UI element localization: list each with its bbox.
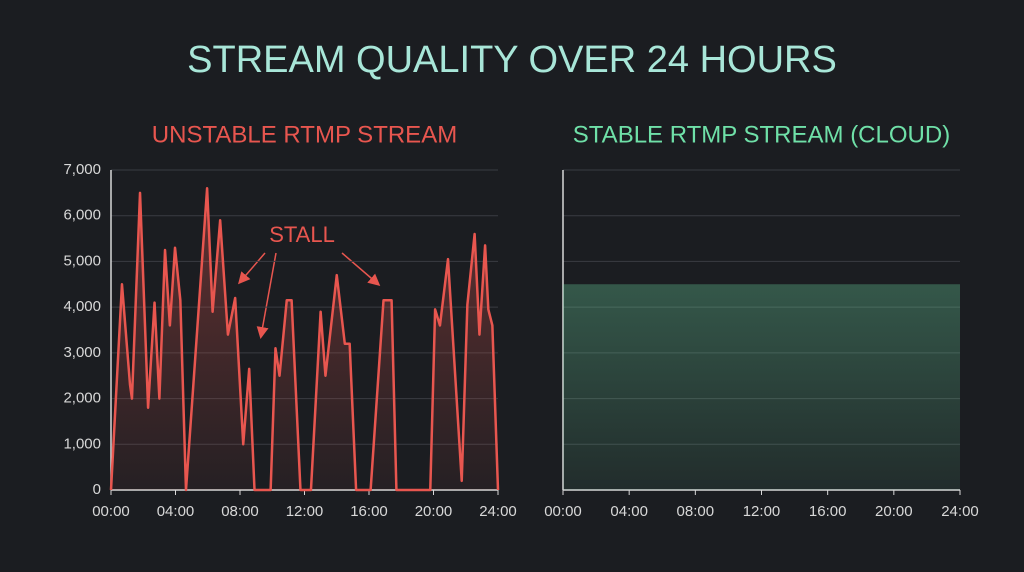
x-tick-label: 12:00	[286, 503, 324, 520]
y-tick-label: 7,000	[63, 161, 101, 178]
page-title: STREAM QUALITY OVER 24 HOURS	[187, 39, 837, 81]
x-tick-label: 00:00	[544, 503, 582, 520]
y-tick-label: 2,000	[63, 390, 101, 407]
annotation: STALL	[269, 222, 335, 247]
x-tick-label: 20:00	[875, 503, 913, 520]
arrow	[256, 252, 277, 339]
area-fill	[111, 188, 498, 491]
area-fill	[563, 284, 960, 490]
x-tick-label: 04:00	[610, 503, 648, 520]
chart-title: UNSTABLE RTMP STREAM	[152, 121, 457, 148]
x-tick-label: 08:00	[677, 503, 715, 520]
arrow	[341, 252, 381, 286]
annotation-arrows	[238, 252, 381, 339]
arrow	[238, 252, 266, 285]
x-tick-label: 04:00	[157, 503, 195, 520]
y-tick-label: 4,000	[63, 298, 101, 315]
x-tick-label: 16:00	[809, 503, 847, 520]
y-tick-label: 1,000	[63, 435, 101, 452]
x-tick-label: 00:00	[92, 503, 130, 520]
x-tick-label: 24:00	[479, 503, 517, 520]
y-tick-label: 6,000	[63, 207, 101, 224]
line	[109, 187, 500, 492]
y-tick-label: 0	[93, 481, 101, 498]
y-tick-label: 5,000	[63, 252, 101, 269]
x-tick-label: 12:00	[743, 503, 781, 520]
chart-title: STABLE RTMP STREAM (CLOUD)	[573, 121, 950, 148]
x-tick-label: 24:00	[941, 503, 979, 520]
x-tick-label: 16:00	[350, 503, 388, 520]
x-tick-label: 20:00	[415, 503, 453, 520]
x-tick-label: 08:00	[221, 503, 259, 520]
y-tick-label: 3,000	[63, 344, 101, 361]
